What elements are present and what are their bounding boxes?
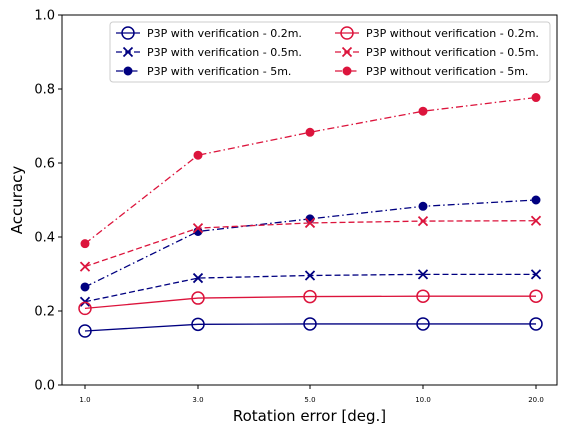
legend-item: P3P without verification - 0.2m. [335, 26, 539, 40]
series-1 [78, 317, 543, 338]
legend-label: P3P without verification - 0.2m. [366, 27, 539, 40]
legend-item: P3P with verification - 0.2m. [116, 26, 302, 40]
series-6 [80, 93, 541, 249]
legend-label: P3P without verification - 5m. [366, 65, 528, 78]
data-point [417, 269, 429, 280]
series-4 [78, 289, 543, 316]
data-point [305, 127, 315, 137]
series-5 [79, 215, 542, 272]
data-point [531, 93, 541, 103]
data-point [303, 289, 317, 304]
y-tick-label: 0.8 [34, 83, 55, 98]
data-point [191, 317, 205, 332]
legend-item: P3P without verification - 5m. [335, 65, 528, 78]
legend-marker [122, 46, 134, 58]
data-point [80, 239, 90, 249]
series-line [84, 323, 536, 332]
legend-label: P3P with verification - 5m. [147, 65, 291, 78]
data-point [417, 215, 429, 227]
x-tick-label: 20.0 [528, 396, 544, 404]
x-tick-label: 3.0 [192, 396, 203, 404]
legend-label: P3P with verification - 0.5m. [147, 46, 302, 59]
legend-marker [121, 26, 135, 40]
series-layer [78, 93, 543, 338]
data-point [418, 201, 428, 211]
data-point [530, 215, 542, 226]
ticks-layer: 0.0 0.2 0.4 0.6 0.8 1.0 1.0 3.0 5.0 10.0 20.0 [34, 9, 543, 405]
legend-label: P3P with verification - 0.2m. [147, 27, 302, 40]
legend-marker [342, 66, 352, 76]
y-tick-label: 1.0 [34, 9, 55, 24]
data-point [78, 301, 92, 316]
y-tick-label: 0.2 [34, 305, 55, 320]
data-point [529, 317, 543, 331]
legend-box [109, 21, 551, 83]
legend-item: P3P with verification - 0.5m. [116, 46, 302, 59]
data-point [303, 317, 317, 331]
x-axis-title: Rotation error [deg.] [233, 407, 386, 425]
data-point [191, 291, 205, 305]
y-tick-label: 0.4 [34, 231, 55, 246]
data-point [79, 261, 91, 272]
y-axis-title: Accuracy [8, 166, 26, 235]
x-tick-label: 5.0 [304, 396, 315, 404]
series-line [84, 273, 536, 303]
data-point [304, 270, 316, 281]
data-point [192, 222, 204, 234]
data-point [531, 195, 541, 205]
legend-item: P3P with verification - 5m. [116, 65, 291, 78]
data-point [530, 269, 542, 280]
data-point [416, 289, 430, 303]
x-tick-label: 1.0 [79, 396, 90, 404]
data-point [418, 106, 428, 116]
series-2 [79, 269, 542, 307]
data-point [80, 282, 90, 292]
y-tick-label: 0.0 [34, 379, 55, 394]
data-point [192, 272, 204, 284]
x-tick-label: 10.0 [415, 396, 431, 404]
legend: P3P with verification - 0.2m. P3P with ve… [109, 21, 551, 83]
y-tick-label: 0.6 [34, 157, 55, 172]
legend-marker [340, 26, 354, 40]
data-point [529, 289, 543, 303]
legend-marker [123, 66, 133, 76]
data-point [304, 217, 316, 229]
data-point [193, 150, 203, 160]
series-line [84, 295, 536, 310]
data-point [416, 317, 430, 331]
legend-marker [341, 46, 353, 58]
data-point [78, 324, 92, 338]
legend-item: P3P without verification - 0.5m. [335, 46, 539, 59]
legend-label: P3P without verification - 0.5m. [366, 46, 539, 59]
series-line [84, 220, 537, 268]
